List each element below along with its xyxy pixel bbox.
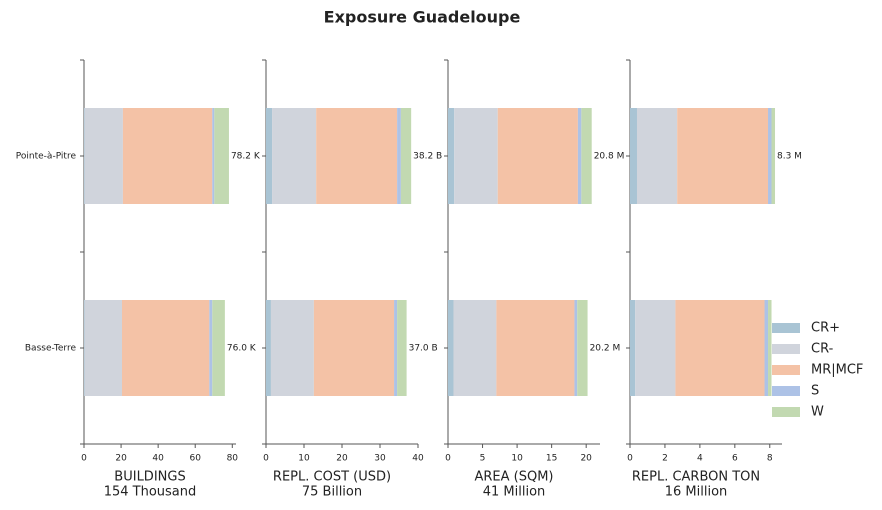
legend-swatch (772, 407, 800, 417)
legend-label: MR|MCF (811, 363, 863, 378)
bar-segment (496, 300, 575, 396)
x-tick-label: 6 (732, 454, 738, 464)
total-label: 38.2 B (413, 152, 442, 162)
x-tick-label: 0 (81, 454, 87, 464)
x-tick-label: 0 (263, 454, 269, 464)
bar-segment (574, 300, 578, 396)
bar-segment (266, 108, 273, 204)
legend-swatch (772, 344, 800, 354)
bar-segment (397, 300, 407, 396)
x-axis-label: REPL. COST (USD) (273, 470, 391, 485)
bar-segment (316, 108, 398, 204)
x-tick-label: 40 (152, 454, 164, 464)
bar-segment (122, 108, 213, 204)
legend-label: W (811, 405, 824, 420)
x-tick-label: 5 (480, 454, 486, 464)
x-tick-label: 20 (336, 454, 348, 464)
x-tick-label: 2 (662, 454, 668, 464)
bar-segment (212, 108, 215, 204)
bar-segment (453, 300, 497, 396)
x-tick-label: 10 (511, 454, 523, 464)
bar-segment (635, 300, 676, 396)
bar-segment (630, 300, 636, 396)
legend-label: CR- (811, 342, 834, 357)
x-tick-label: 0 (627, 454, 633, 464)
x-axis-sublabel: 75 Billion (302, 485, 362, 500)
bar-segment (764, 300, 769, 396)
bar-segment (768, 300, 772, 396)
x-axis-sublabel: 154 Thousand (104, 485, 197, 500)
x-tick-label: 40 (412, 454, 424, 464)
x-axis-label: BUILDINGS (114, 470, 185, 485)
x-tick-label: 20 (580, 454, 592, 464)
legend-swatch (772, 323, 800, 333)
bar-segment (400, 108, 412, 204)
bar-segment (272, 108, 317, 204)
bar-segment (270, 300, 314, 396)
x-axis-sublabel: 41 Million (483, 485, 546, 500)
legend-swatch (772, 386, 800, 396)
bar-segment (84, 300, 122, 396)
x-tick-label: 30 (374, 454, 386, 464)
x-tick-label: 60 (189, 454, 201, 464)
bar-segment (313, 300, 395, 396)
bar-segment (209, 300, 213, 396)
total-label: 78.2 K (231, 152, 261, 162)
bar-segment (397, 108, 401, 204)
total-label: 8.3 M (777, 152, 802, 162)
legend-label: CR+ (811, 321, 840, 336)
bar-segment (577, 108, 582, 204)
total-label: 20.2 M (590, 344, 621, 354)
bar-segment (448, 108, 455, 204)
total-label: 20.8 M (594, 152, 625, 162)
x-tick-label: 0 (445, 454, 451, 464)
legend-swatch (772, 365, 800, 375)
bar-segment (448, 300, 454, 396)
bar-segment (771, 108, 776, 204)
bar-segment (630, 108, 637, 204)
bar-segment (581, 108, 592, 204)
x-tick-label: 15 (546, 454, 557, 464)
x-axis-label: REPL. CARBON TON (632, 470, 760, 485)
bar-segment (84, 108, 123, 204)
bar-segment (212, 300, 225, 396)
x-axis-sublabel: 16 Million (665, 485, 728, 500)
y-tick-label: Pointe-à-Pitre (16, 152, 77, 162)
bar-segment (768, 108, 772, 204)
x-tick-label: 8 (767, 454, 773, 464)
bar-segment (84, 108, 85, 204)
bar-segment (84, 300, 85, 396)
x-tick-label: 80 (227, 454, 239, 464)
total-label: 76.0 K (227, 344, 257, 354)
figure-title: Exposure Guadeloupe (324, 8, 521, 27)
bar-segment (266, 300, 271, 396)
y-tick-label: Basse-Terre (25, 344, 77, 354)
x-tick-label: 20 (115, 454, 127, 464)
bar-segment (675, 300, 765, 396)
bar-segment (122, 300, 210, 396)
bar-segment (497, 108, 578, 204)
bar-segment (577, 300, 588, 396)
bar-segment (214, 108, 229, 204)
bar-segment (677, 108, 769, 204)
bar-segment (636, 108, 678, 204)
x-tick-label: 4 (697, 454, 703, 464)
bar-segment (454, 108, 498, 204)
x-tick-label: 10 (298, 454, 310, 464)
legend-label: S (811, 384, 819, 399)
bar-segment (394, 300, 398, 396)
x-axis-label: AREA (SQM) (474, 470, 553, 485)
total-label: 37.0 B (409, 344, 438, 354)
